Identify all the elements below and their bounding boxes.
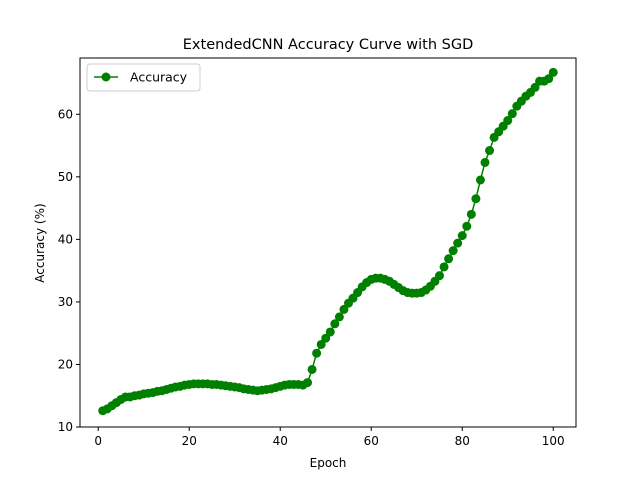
data-point — [321, 333, 331, 343]
y-tick-label: 40 — [58, 232, 73, 246]
x-axis-label: Epoch — [310, 456, 347, 470]
data-point — [507, 109, 517, 119]
data-point — [339, 304, 349, 314]
data-point — [462, 221, 472, 231]
data-point — [544, 74, 554, 84]
y-tick-label: 50 — [58, 170, 73, 184]
data-point — [448, 246, 458, 256]
data-point — [312, 348, 322, 358]
data-point — [480, 157, 490, 167]
y-tick-label: 30 — [58, 295, 73, 309]
data-point — [530, 82, 540, 92]
y-tick-label: 60 — [58, 107, 73, 121]
data-point — [330, 319, 340, 329]
y-axis-label: Accuracy (%) — [33, 203, 47, 282]
data-point — [334, 312, 344, 322]
data-point — [434, 271, 444, 281]
data-point — [307, 364, 317, 374]
x-tick-label: 100 — [542, 434, 565, 448]
data-point — [548, 67, 558, 77]
y-tick-label: 10 — [58, 420, 73, 434]
y-axis: 10 20 30 40 50 60 — [58, 107, 80, 434]
legend-marker — [101, 72, 111, 82]
plot-area — [98, 67, 558, 416]
x-axis: 0 20 40 60 80 100 — [94, 427, 565, 448]
x-tick-label: 80 — [455, 434, 470, 448]
data-point — [444, 254, 454, 264]
data-point — [457, 231, 467, 241]
x-tick-label: 20 — [182, 434, 197, 448]
data-point — [471, 194, 481, 204]
plot-frame — [79, 57, 577, 428]
chart-title: ExtendedCNN Accuracy Curve with SGD — [183, 37, 473, 53]
data-point — [316, 339, 326, 349]
data-point — [485, 146, 495, 156]
x-tick-label: 60 — [364, 434, 379, 448]
legend-box — [86, 63, 201, 92]
x-tick-label: 40 — [273, 434, 288, 448]
data-point — [503, 116, 513, 126]
data-point — [303, 378, 313, 388]
legend-label: Accuracy — [130, 70, 188, 85]
data-point — [325, 327, 335, 337]
data-point — [466, 209, 476, 219]
y-tick-label: 20 — [58, 357, 73, 371]
data-point — [439, 262, 449, 272]
data-point — [453, 238, 463, 248]
data-point — [475, 175, 485, 185]
legend: Accuracy — [86, 63, 201, 92]
x-tick-label: 0 — [94, 434, 102, 448]
